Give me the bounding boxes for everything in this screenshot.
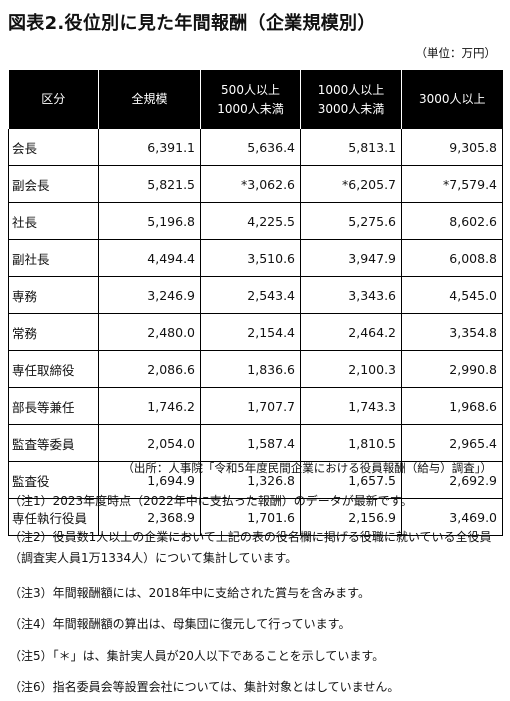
row-label: 副社長 [8,239,99,277]
row-label: 副会長 [8,165,99,203]
header-all-sizes: 全規模 [98,70,201,129]
row-label: 部長等兼任 [8,387,99,425]
row-label: 会長 [8,129,99,166]
table-cell: 3,947.9 [300,239,402,277]
table-cell: 1,810.5 [300,424,402,462]
table-cell: *3,062.6 [200,165,301,203]
table-cell: 2,543.4 [200,276,301,314]
note-5: （注5）「＊」は、集計実人員が20人以下であることを示しています。 [9,649,385,663]
table-cell: 3,354.8 [401,313,503,351]
note-3: （注3）年間報酬額には、2018年中に支給された賞与を含みます。 [9,586,370,600]
note-4: （注4）年間報酬額の算出は、母集団に復元して行っています。 [9,617,351,631]
row-label: 社長 [8,202,99,240]
table-cell: 4,545.0 [401,276,503,314]
row-label: 監査等委員 [8,424,99,462]
table-row: 部長等兼任 1,746.2 1,707.7 1,743.3 1,968.6 [8,387,503,425]
header-500-1000: 500人以上 1000人未満 [200,70,301,129]
header-3000-plus: 3000人以上 [401,70,503,129]
table-cell: 5,821.5 [98,165,201,203]
table-cell: 5,196.8 [98,202,201,240]
table-cell: 4,225.5 [200,202,301,240]
table-cell: 5,813.1 [300,129,402,166]
compensation-table: 区分 全規模 500人以上 1000人未満 1000人以上 3000人未満 30… [8,70,503,536]
table-cell: 2,156.9 [300,498,402,536]
row-label: 監査役 [8,461,99,499]
note-2: （注2）役員数1人以上の企業において上記の表の役名欄に掲げる役職に就いている全役… [9,530,492,565]
header-category: 区分 [8,70,99,129]
table-cell: 1,707.7 [200,387,301,425]
table-cell: 1,694.9 [98,461,201,499]
table-cell: 1,326.8 [200,461,301,499]
note-1: （注1）2023年度時点（2022年中に支払った報酬）のデータが最新です。 [9,494,413,508]
table-cell: 1,746.2 [98,387,201,425]
table-body: 会長 6,391.1 5,636.4 5,813.1 9,305.8 副会長 5,821.5… [8,129,503,536]
table-cell: 1,701.6 [200,498,301,536]
table-cell: 2,100.3 [300,350,402,388]
table-row: 専任執行役員 2,368.9 1,701.6 2,156.9 3,469.0 [8,498,503,536]
table-cell: 5,275.6 [300,202,402,240]
table-cell: 1,968.6 [401,387,503,425]
page-title: 図表2.役位別に見た年間報酬（企業規模別） [8,13,376,34]
row-label: 専任取締役 [8,350,99,388]
table-cell: 2,692.9 [401,461,503,499]
table-cell: 2,480.0 [98,313,201,351]
table-cell: 5,636.4 [200,129,301,166]
table-cell: 2,464.2 [300,313,402,351]
table-cell: 6,391.1 [98,129,201,166]
table-cell: 6,008.8 [401,239,503,277]
table-cell: 3,469.0 [401,498,503,536]
table-cell: 3,510.6 [200,239,301,277]
table-row: 社長 5,196.8 4,225.5 5,275.6 8,602.6 [8,202,503,240]
table-cell: 2,990.8 [401,350,503,388]
row-label: 専務 [8,276,99,314]
table-cell: 9,305.8 [401,129,503,166]
table-row: 会長 6,391.1 5,636.4 5,813.1 9,305.8 [8,129,503,166]
table-row: 副社長 4,494.4 3,510.6 3,947.9 6,008.8 [8,239,503,277]
table-cell: 2,965.4 [401,424,503,462]
table-row: 副会長 5,821.5 *3,062.6 *6,205.7 *7,579.4 [8,165,503,203]
table-row: 監査等委員 2,054.0 1,587.4 1,810.5 2,965.4 [8,424,503,462]
table-cell: 3,246.9 [98,276,201,314]
unit-label: （単位：万円） [415,46,497,60]
table-cell: 3,343.6 [300,276,402,314]
table-cell: 2,154.4 [200,313,301,351]
table-cell: 2,368.9 [98,498,201,536]
table-cell: 1,743.3 [300,387,402,425]
table-cell: 1,587.4 [200,424,301,462]
table-cell: *7,579.4 [401,165,503,203]
table-cell: 4,494.4 [98,239,201,277]
header-1000-3000: 1000人以上 3000人未満 [300,70,402,129]
row-label: 専任執行役員 [8,498,99,536]
source-note: （出所：人事院「令和5年度民間企業における役員報酬（給与）調査」） [122,461,492,475]
table-cell: 2,054.0 [98,424,201,462]
table-cell: 8,602.6 [401,202,503,240]
table-cell: 2,086.6 [98,350,201,388]
table-row: 監査役 1,694.9 1,326.8 1,657.5 2,692.9 [8,461,503,499]
table-row: 専任取締役 2,086.6 1,836.6 2,100.3 2,990.8 [8,350,503,388]
table-header-row: 区分 全規模 500人以上 1000人未満 1000人以上 3000人未満 30… [8,70,503,129]
table-row: 常務 2,480.0 2,154.4 2,464.2 3,354.8 [8,313,503,351]
table-cell: *6,205.7 [300,165,402,203]
table-row: 専務 3,246.9 2,543.4 3,343.6 4,545.0 [8,276,503,314]
row-label: 常務 [8,313,99,351]
note-6: （注6）指名委員会等設置会社については、集計対象とはしていません。 [9,680,400,694]
table-cell: 1,836.6 [200,350,301,388]
